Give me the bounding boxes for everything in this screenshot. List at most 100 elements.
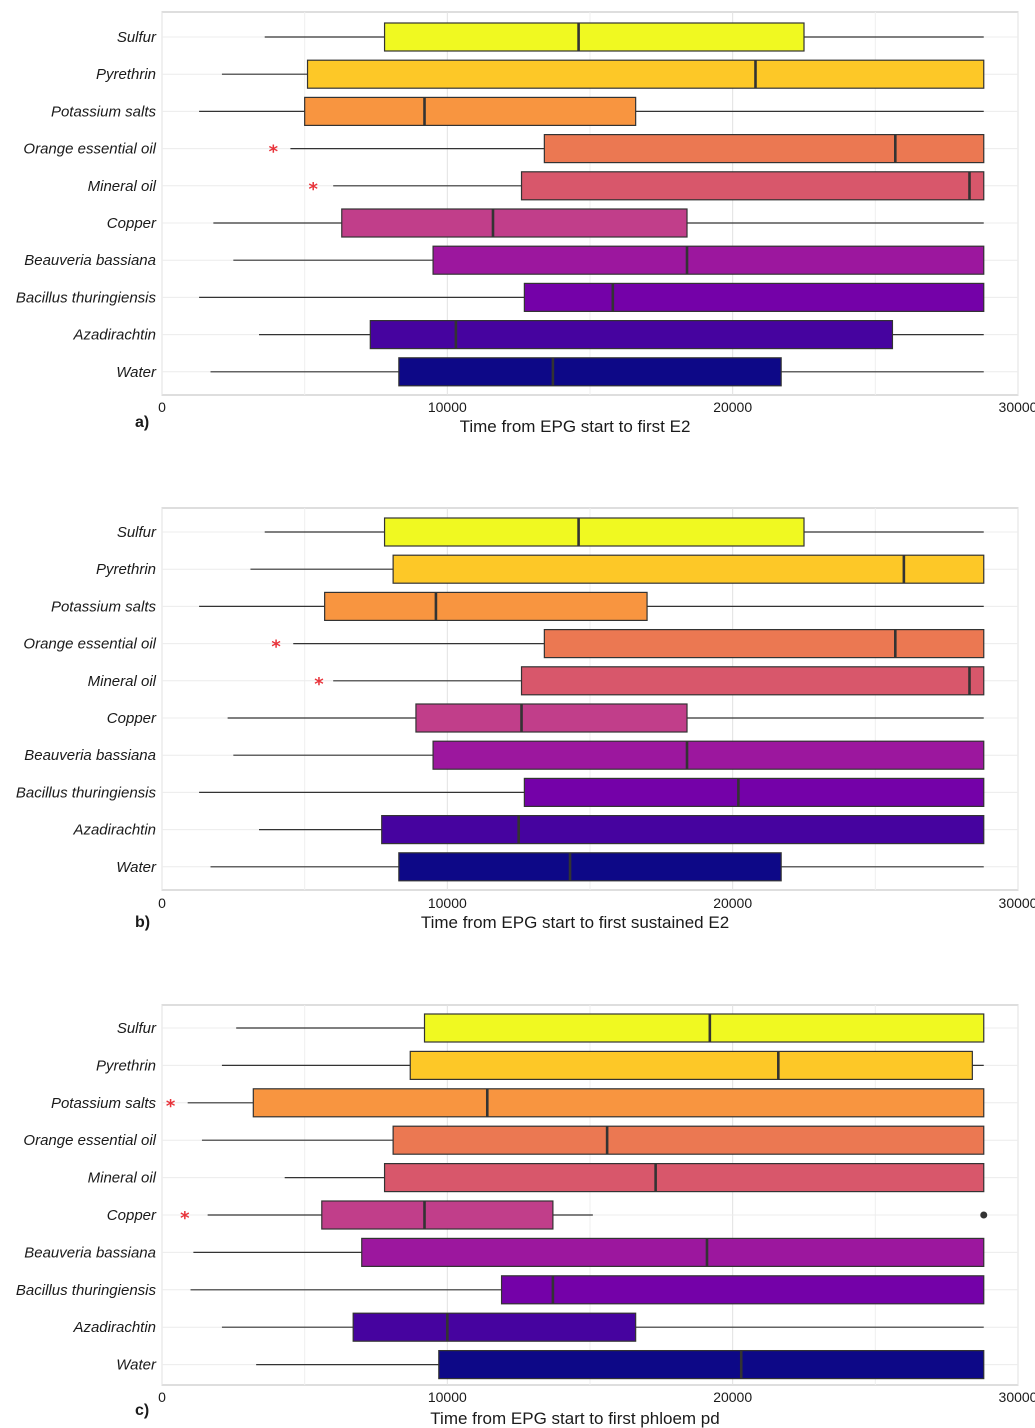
y-category-label: Mineral oil [88, 1170, 157, 1187]
box-water: Water [116, 357, 984, 387]
iqr-box [383, 1162, 985, 1193]
x-tick-label: 0 [158, 399, 166, 415]
iqr-box [321, 1200, 554, 1230]
y-category-label: Mineral oil [88, 178, 157, 195]
iqr-box [432, 740, 985, 770]
x-tick-label: 10000 [428, 399, 467, 415]
y-category-label: Potassium salts [51, 598, 157, 615]
box-copper: Copper [107, 703, 984, 733]
y-category-label: Potassium salts [51, 103, 157, 120]
box-mineral-oil: Mineral oil [88, 666, 985, 696]
significance-star: * [269, 142, 279, 163]
y-category-label: Orange essential oil [23, 1132, 156, 1149]
panel-b: 0 10000 20000 30000 Time from EPG start to f… [16, 507, 1035, 932]
iqr-box [543, 134, 985, 164]
iqr-box [369, 320, 894, 350]
y-category-label: Orange essential oil [23, 141, 156, 158]
y-category-label: Azadirachtin [72, 822, 156, 839]
panel-c: 0 10000 20000 30000 Time from EPG start to f… [16, 1004, 1035, 1428]
box-pyrethrin: Pyrethrin [96, 59, 985, 89]
y-category-label: Pyrethrin [96, 1057, 156, 1074]
significance-star: * [271, 637, 281, 658]
iqr-box [432, 245, 985, 275]
x-axis-title: Time from EPG start to first sustained E… [421, 913, 729, 932]
box-mineral-oil: Mineral oil [88, 1162, 985, 1193]
y-category-label: Azadirachtin [72, 327, 156, 344]
box-pyrethrin: Pyrethrin [96, 554, 985, 584]
x-tick-label: 30000 [999, 895, 1035, 911]
box-sulfur: Sulfur [117, 22, 984, 52]
iqr-box [352, 1312, 637, 1342]
x-tick-label: 10000 [428, 1389, 467, 1405]
x-tick-label: 10000 [428, 895, 467, 911]
y-category-label: Sulfur [117, 1020, 157, 1037]
y-category-label: Water [116, 859, 157, 876]
box-beauveria-bassiana: Beauveria bassiana [24, 245, 985, 275]
iqr-box [523, 777, 985, 808]
box-azadirachtin: Azadirachtin [72, 320, 984, 350]
box-bacillus-thuringiensis: Bacillus thuringiensis [16, 1275, 985, 1305]
y-category-label: Bacillus thuringiensis [16, 784, 157, 801]
significance-star: * [314, 674, 324, 695]
iqr-box [423, 1013, 985, 1043]
box-bacillus-thuringiensis: Bacillus thuringiensis [16, 282, 985, 312]
x-tick-label: 30000 [999, 399, 1035, 415]
y-category-label: Orange essential oil [23, 636, 156, 653]
iqr-box [361, 1237, 985, 1268]
y-category-label: Copper [107, 215, 157, 232]
box-mineral-oil: Mineral oil [88, 171, 985, 201]
iqr-box [252, 1088, 985, 1118]
y-category-label: Beauveria bassiana [24, 1244, 156, 1261]
iqr-box [415, 703, 688, 733]
box-orange-essential-oil: Orange essential oil [23, 628, 985, 659]
iqr-box [520, 666, 985, 696]
x-axis-title: Time from EPG start to first phloem pd [430, 1409, 719, 1428]
x-tick-label: 0 [158, 895, 166, 911]
box-beauveria-bassiana: Beauveria bassiana [24, 1237, 985, 1268]
box-azadirachtin: Azadirachtin [72, 1312, 984, 1342]
box-orange-essential-oil: Orange essential oil [23, 1125, 985, 1155]
y-category-label: Pyrethrin [96, 66, 156, 83]
box-water: Water [116, 1349, 985, 1380]
iqr-box [341, 208, 688, 238]
x-tick-label: 0 [158, 1389, 166, 1405]
iqr-box [409, 1050, 973, 1081]
iqr-box [398, 852, 782, 882]
iqr-box [381, 814, 985, 845]
iqr-box [523, 282, 985, 312]
box-potassium-salts: Potassium salts [51, 591, 984, 622]
iqr-box [392, 554, 985, 584]
box-water: Water [116, 852, 984, 882]
iqr-box [543, 628, 985, 659]
significance-star: * [180, 1208, 190, 1229]
iqr-box [438, 1349, 985, 1380]
box-sulfur: Sulfur [117, 517, 984, 547]
y-category-label: Copper [107, 710, 157, 727]
y-category-label: Mineral oil [88, 673, 157, 690]
y-category-label: Bacillus thuringiensis [16, 1282, 157, 1299]
significance-star: * [309, 179, 319, 200]
x-tick-label: 20000 [713, 895, 752, 911]
box-bacillus-thuringiensis: Bacillus thuringiensis [16, 777, 985, 808]
iqr-box [383, 517, 805, 547]
y-category-label: Water [116, 364, 157, 381]
iqr-box [304, 96, 637, 127]
box-pyrethrin: Pyrethrin [96, 1050, 984, 1081]
y-category-label: Beauveria bassiana [24, 747, 156, 764]
y-category-label: Bacillus thuringiensis [16, 289, 157, 306]
y-category-label: Azadirachtin [72, 1319, 156, 1336]
y-category-label: Beauveria bassiana [24, 252, 156, 269]
box-potassium-salts: Potassium salts [51, 96, 984, 127]
panel-letter: b) [135, 914, 150, 931]
iqr-box [500, 1275, 985, 1305]
box-copper: Copper [107, 208, 984, 238]
iqr-box [383, 22, 805, 52]
iqr-box [324, 591, 648, 622]
iqr-box [398, 357, 782, 387]
y-category-label: Copper [107, 1207, 157, 1224]
y-category-label: Water [116, 1357, 157, 1374]
x-tick-label: 30000 [999, 1389, 1035, 1405]
x-tick-label: 20000 [713, 1389, 752, 1405]
box-copper: Copper [107, 1200, 593, 1230]
